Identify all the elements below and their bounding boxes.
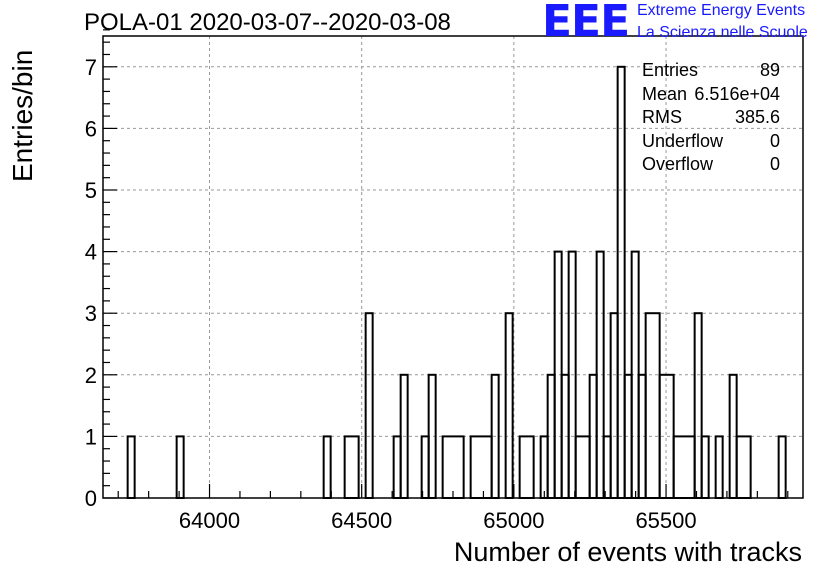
histogram-bin <box>392 435 402 499</box>
histogram-bin <box>126 435 136 499</box>
x-tick-label: 64000 <box>179 508 240 533</box>
x-tick-label: 64500 <box>331 508 392 533</box>
histogram-bin <box>602 435 612 499</box>
rms-label: RMS <box>642 107 682 127</box>
histogram-bin <box>644 312 661 500</box>
logo-caption-line2: La Scienza nelle Scuole <box>637 24 808 41</box>
y-tick-label: 2 <box>85 363 97 388</box>
histogram-bin <box>672 435 696 499</box>
entries-label: Entries <box>642 60 699 80</box>
stats-row-overflow: Overflow 0 <box>642 154 780 178</box>
logo-caption-line1: Extreme Energy Events <box>637 2 806 19</box>
stats-row-rms: RMS 385.6 <box>642 107 780 131</box>
x-axis-label: Number of events with tracks <box>453 537 802 567</box>
histogram-bin <box>343 435 360 499</box>
histogram-bin <box>609 312 619 500</box>
stats-row-entries: Entries 89 <box>642 60 780 84</box>
histogram-bin <box>518 435 535 499</box>
histogram-bin <box>714 435 724 499</box>
y-tick-label: 3 <box>85 301 97 326</box>
y-tick-label: 6 <box>85 116 97 141</box>
histogram-bin <box>504 312 514 500</box>
overflow-value: 0 <box>769 154 780 174</box>
histogram-bin <box>700 435 710 499</box>
rms-value: 385.6 <box>734 107 780 127</box>
x-tick-label: 65000 <box>483 508 544 533</box>
histogram-bin <box>574 435 591 499</box>
y-tick-label: 0 <box>85 486 97 511</box>
entries-value: 89 <box>759 60 780 80</box>
histogram-bin <box>364 312 374 500</box>
y-tick-label: 7 <box>85 55 97 80</box>
histogram-bin <box>616 65 626 500</box>
mean-label: Mean <box>642 83 688 104</box>
underflow-value: 0 <box>769 130 780 151</box>
histogram-bin <box>539 435 549 499</box>
eee-logo: EEE <box>542 0 630 47</box>
y-axis-label: Entries/bin <box>7 49 38 182</box>
histogram-bin <box>322 435 332 499</box>
stats-box: Entries 89 Mean 6.516e+04 RMS 385.6 Unde… <box>642 60 780 178</box>
y-tick-label: 4 <box>85 240 97 265</box>
x-tick-label: 65500 <box>635 508 696 533</box>
chart-title: POLA-01 2020-03-07--2020-03-08 <box>84 9 451 36</box>
axis-layer: 64000 64500 65000 65500 0 1 2 3 4 5 6 7 <box>85 29 804 533</box>
histogram-bin <box>441 435 465 499</box>
stats-row-underflow: Underflow 0 <box>642 131 780 155</box>
underflow-label: Underflow <box>642 130 724 151</box>
overflow-label: Overflow <box>642 154 714 174</box>
histogram-bin <box>175 435 185 499</box>
stats-row-mean: Mean 6.516e+04 <box>642 84 780 108</box>
y-tick-label: 1 <box>85 424 97 449</box>
mean-value: 6.516e+04 <box>694 83 780 104</box>
y-tick-label: 5 <box>85 178 97 203</box>
histogram-bin <box>420 435 430 499</box>
histogram-bin <box>469 435 493 499</box>
histogram-bin <box>735 435 752 499</box>
histogram-bin <box>693 312 703 500</box>
histogram-bin <box>777 435 787 499</box>
